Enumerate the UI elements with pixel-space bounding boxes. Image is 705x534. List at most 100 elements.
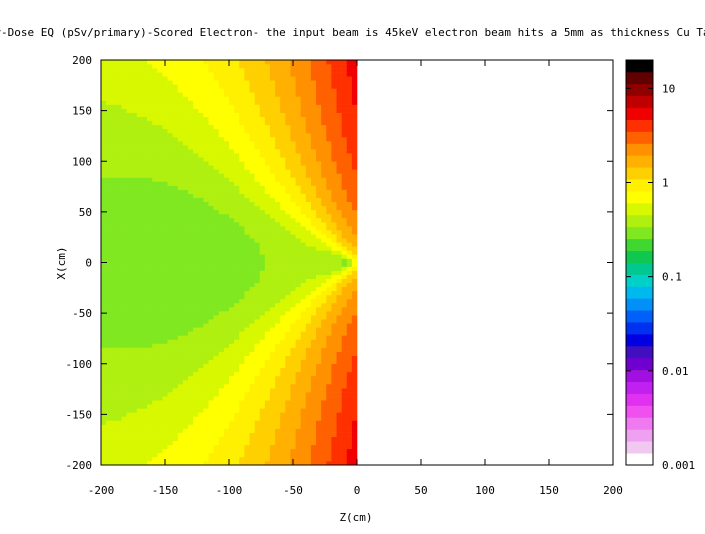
heat-cell <box>316 412 322 417</box>
heat-cell <box>141 408 148 413</box>
heat-cell <box>126 456 133 462</box>
heat-cell <box>269 222 276 227</box>
heat-cell <box>152 157 158 162</box>
heat-cell <box>213 213 220 219</box>
heat-cell <box>162 242 168 247</box>
heat-cell <box>218 416 225 421</box>
heat-cell <box>111 100 117 105</box>
heat-cell <box>208 355 214 360</box>
heat-cell <box>136 396 143 401</box>
heat-cell <box>193 209 199 215</box>
heat-cell <box>172 201 179 207</box>
heat-cell <box>290 303 296 308</box>
heat-cell <box>351 278 358 284</box>
heat-cell <box>305 355 312 360</box>
heat-cell <box>121 141 127 146</box>
heat-cell <box>121 108 127 113</box>
heat-cell <box>249 384 255 389</box>
heat-cell <box>351 436 358 441</box>
heat-cell <box>223 327 230 332</box>
heat-cell <box>177 303 184 308</box>
heat-cell <box>351 290 358 296</box>
heat-cell <box>223 436 230 441</box>
heat-cell <box>213 80 220 85</box>
heat-cell <box>249 274 255 279</box>
heat-cell <box>223 226 230 231</box>
heat-cell <box>264 222 271 227</box>
heat-cell <box>280 149 286 154</box>
heat-cell <box>290 384 296 389</box>
heat-cell <box>116 347 122 352</box>
heat-cell <box>198 420 204 425</box>
heat-cell <box>321 367 327 373</box>
heat-cell <box>131 201 138 207</box>
heat-cell <box>310 388 317 393</box>
heat-cell <box>280 400 286 405</box>
heat-cell <box>193 84 199 89</box>
heat-cell <box>106 64 112 69</box>
heat-cell <box>182 92 189 97</box>
heat-cell <box>321 217 327 223</box>
heat-cell <box>203 379 209 385</box>
heat-cell <box>152 161 158 166</box>
heat-cell <box>177 128 184 134</box>
heat-cell <box>239 193 245 198</box>
heat-cell <box>111 80 117 85</box>
heat-cell <box>326 128 332 134</box>
heat-cell <box>193 440 199 446</box>
heat-cell <box>249 120 255 126</box>
heat-cell <box>346 412 353 417</box>
heat-cell <box>239 290 245 296</box>
heat-cell <box>351 209 358 215</box>
heat-cell <box>177 315 184 320</box>
heat-cell <box>131 412 138 417</box>
heat-cell <box>336 379 342 385</box>
heat-cell <box>351 444 358 450</box>
heat-cell <box>336 213 342 219</box>
heat-cell <box>305 193 312 198</box>
heat-cell <box>300 145 307 150</box>
heat-cell <box>264 396 271 401</box>
heat-cell <box>249 136 255 142</box>
heat-cell <box>101 80 107 85</box>
heat-cell <box>234 201 240 207</box>
heat-cell <box>346 351 353 356</box>
heat-cell <box>244 303 250 308</box>
heat-cell <box>351 327 358 332</box>
heat-cell <box>188 286 194 292</box>
heat-cell <box>336 274 342 279</box>
heat-cell <box>249 335 255 340</box>
heat-cell <box>305 217 312 223</box>
heat-cell <box>101 343 107 348</box>
heat-cell <box>326 132 332 138</box>
heat-cell <box>193 420 199 425</box>
heat-cell <box>310 278 317 284</box>
heat-cell <box>300 408 307 413</box>
heat-cell <box>285 266 291 271</box>
heat-cell <box>259 412 266 417</box>
heat-cell <box>295 165 301 170</box>
heat-cell <box>326 452 332 458</box>
heat-cell <box>259 384 266 389</box>
heat-cell <box>239 234 245 239</box>
heat-cell <box>106 124 112 130</box>
heat-cell <box>152 116 158 122</box>
heat-cell <box>346 68 353 73</box>
heat-cell <box>290 161 296 166</box>
heat-cell <box>310 262 317 267</box>
heat-cell <box>300 104 307 109</box>
heat-cell <box>316 388 322 393</box>
heat-cell <box>157 315 163 320</box>
heat-cell <box>249 108 255 113</box>
heat-cell <box>141 286 148 292</box>
heat-cell <box>188 217 194 223</box>
heat-cell <box>346 141 353 146</box>
heat-cell <box>147 319 153 324</box>
heat-cell <box>177 145 184 150</box>
heat-cell <box>101 456 107 462</box>
heat-cell <box>182 153 189 158</box>
heat-cell <box>310 116 317 122</box>
heat-cell <box>280 404 286 409</box>
heat-cell <box>208 64 214 69</box>
heat-cell <box>269 96 276 101</box>
